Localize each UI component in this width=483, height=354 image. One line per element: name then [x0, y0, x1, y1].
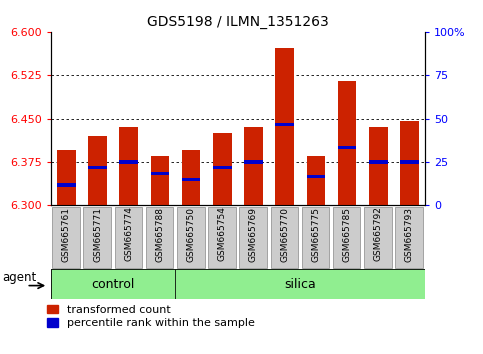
Bar: [88, 166, 107, 170]
FancyBboxPatch shape: [208, 207, 236, 268]
Bar: [338, 81, 356, 205]
Bar: [151, 172, 169, 175]
Bar: [213, 133, 232, 205]
Bar: [307, 175, 325, 178]
Text: silica: silica: [284, 278, 316, 291]
FancyBboxPatch shape: [114, 207, 142, 268]
FancyBboxPatch shape: [175, 269, 425, 299]
Bar: [151, 156, 169, 205]
Bar: [244, 160, 263, 164]
Text: GSM665793: GSM665793: [405, 207, 414, 262]
FancyBboxPatch shape: [177, 207, 204, 268]
Legend: transformed count, percentile rank within the sample: transformed count, percentile rank withi…: [47, 305, 255, 328]
Text: GSM665769: GSM665769: [249, 207, 258, 262]
FancyBboxPatch shape: [51, 269, 175, 299]
Text: GSM665774: GSM665774: [124, 207, 133, 262]
Bar: [119, 160, 138, 164]
Text: GSM665761: GSM665761: [62, 207, 71, 262]
Bar: [244, 127, 263, 205]
Bar: [213, 166, 232, 170]
Bar: [119, 127, 138, 205]
FancyBboxPatch shape: [84, 207, 111, 268]
Bar: [182, 178, 200, 181]
Text: GSM665785: GSM665785: [342, 207, 352, 262]
FancyBboxPatch shape: [364, 207, 392, 268]
Text: GSM665775: GSM665775: [312, 207, 320, 262]
FancyBboxPatch shape: [240, 207, 267, 268]
Bar: [57, 183, 76, 187]
Bar: [88, 136, 107, 205]
Bar: [182, 150, 200, 205]
Bar: [275, 48, 294, 205]
FancyBboxPatch shape: [52, 207, 80, 268]
Bar: [307, 156, 325, 205]
FancyBboxPatch shape: [333, 207, 360, 268]
Bar: [400, 160, 419, 164]
Text: GSM665788: GSM665788: [156, 207, 164, 262]
FancyBboxPatch shape: [146, 207, 173, 268]
Bar: [338, 146, 356, 149]
Bar: [275, 122, 294, 126]
Title: GDS5198 / ILMN_1351263: GDS5198 / ILMN_1351263: [147, 16, 329, 29]
Text: GSM665750: GSM665750: [186, 207, 196, 262]
Bar: [400, 121, 419, 205]
FancyBboxPatch shape: [270, 207, 298, 268]
FancyBboxPatch shape: [302, 207, 329, 268]
Bar: [369, 160, 388, 164]
Bar: [57, 150, 76, 205]
Text: GSM665754: GSM665754: [218, 207, 227, 262]
Text: GSM665770: GSM665770: [280, 207, 289, 262]
Text: control: control: [91, 278, 135, 291]
FancyBboxPatch shape: [396, 207, 423, 268]
Bar: [369, 127, 388, 205]
Text: GSM665792: GSM665792: [374, 207, 383, 262]
Text: agent: agent: [2, 271, 37, 284]
Text: GSM665771: GSM665771: [93, 207, 102, 262]
